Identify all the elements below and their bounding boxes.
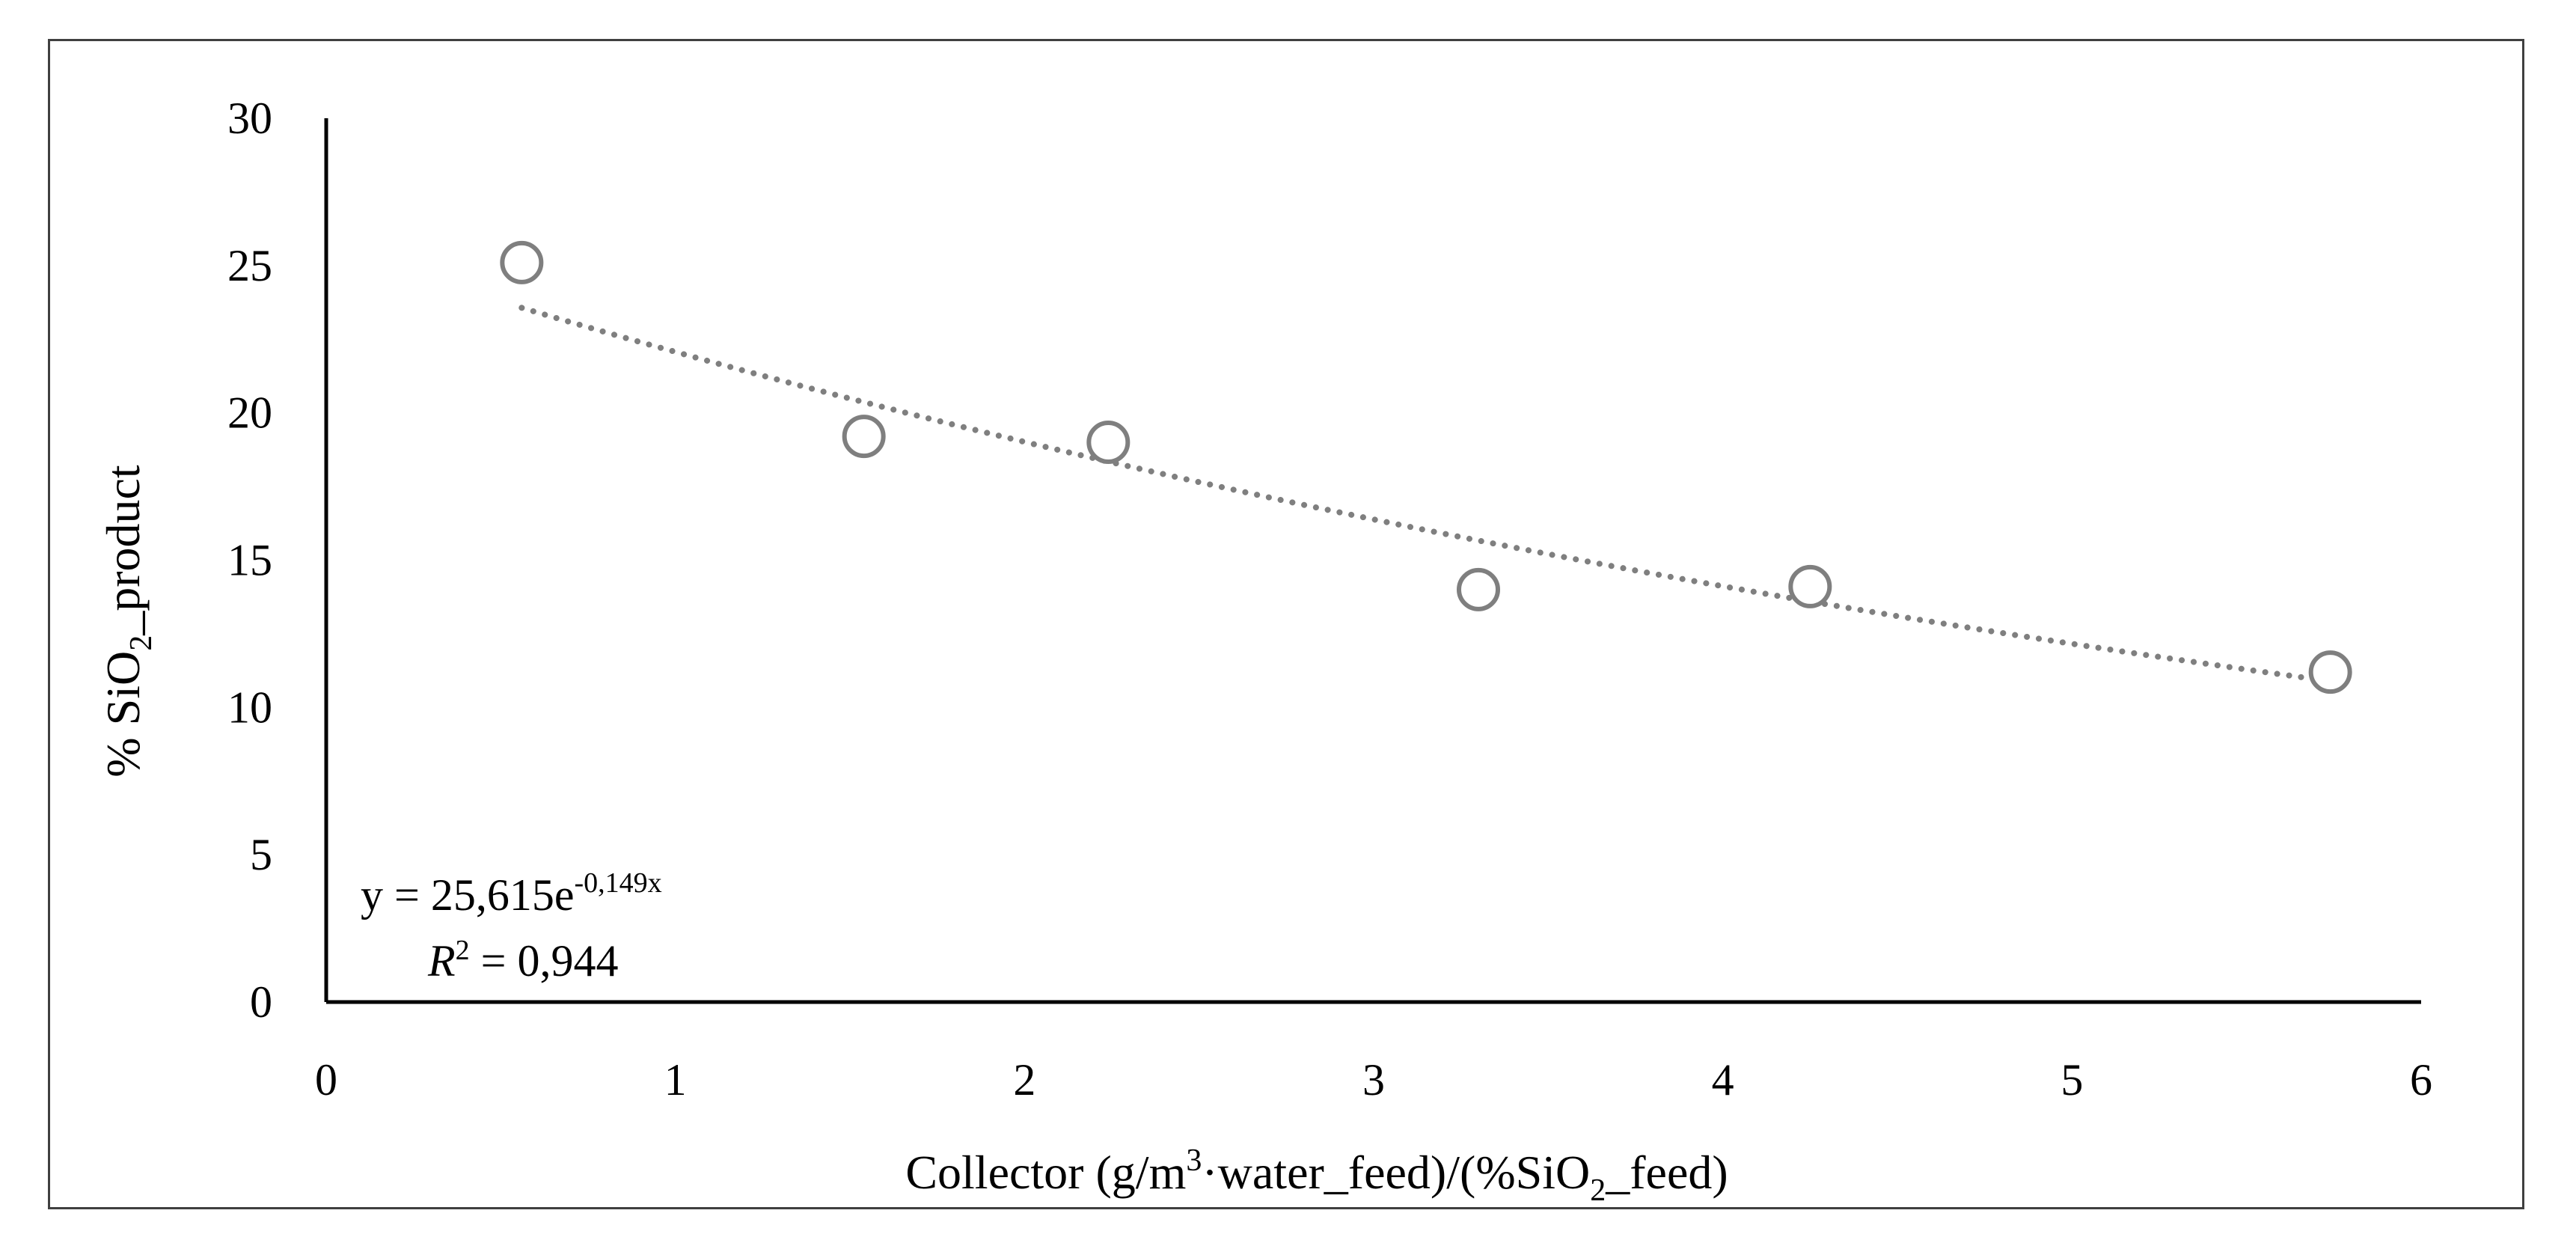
x-axis-title: Collector (g/m3·water_feed)/(%SiO2_feed) bbox=[905, 1143, 1728, 1208]
r-squared: R2 = 0,944 bbox=[427, 935, 619, 986]
y-tick-labels: 0 5 10 15 20 25 30 bbox=[227, 94, 272, 1027]
y-tick-label: 5 bbox=[250, 830, 272, 879]
chart-frame bbox=[48, 39, 2524, 1209]
x-title-sup: 3 bbox=[1186, 1143, 1202, 1178]
equation-exponent: -0,149x bbox=[574, 867, 661, 899]
x-title-middle: ·water_feed)/(%SiO bbox=[1202, 1146, 1590, 1199]
data-point bbox=[500, 240, 544, 284]
x-title-prefix: Collector (g/m bbox=[905, 1146, 1186, 1199]
y-axis-title: % SiO2_product bbox=[97, 465, 159, 778]
data-point bbox=[842, 415, 886, 459]
y-tick-label: 30 bbox=[227, 94, 272, 143]
x-tick-label: 0 bbox=[315, 1055, 337, 1105]
data-point bbox=[1457, 567, 1500, 611]
trendline bbox=[518, 305, 2334, 685]
data-points bbox=[500, 240, 2352, 694]
equation-base: y = 25,615e bbox=[361, 870, 574, 920]
r-squared-symbol: R bbox=[427, 936, 456, 986]
x-tick-label: 1 bbox=[664, 1055, 687, 1105]
x-tick-labels: 0 1 2 3 4 5 6 bbox=[315, 1055, 2432, 1105]
y-title-sub: 2 bbox=[124, 635, 159, 651]
x-tick-label: 2 bbox=[1013, 1055, 1035, 1105]
trendline-equation: y = 25,615e-0,149x bbox=[361, 867, 662, 920]
y-tick-label: 15 bbox=[227, 536, 272, 585]
r-squared-value: = 0,944 bbox=[470, 936, 619, 986]
x-tick-label: 4 bbox=[1712, 1055, 1734, 1105]
data-point bbox=[1086, 421, 1131, 465]
r-squared-sup: 2 bbox=[456, 935, 470, 966]
y-tick-label: 20 bbox=[227, 388, 272, 438]
x-tick-label: 6 bbox=[2410, 1055, 2432, 1105]
data-point bbox=[1788, 564, 1832, 608]
y-tick-label: 0 bbox=[250, 977, 272, 1027]
data-point bbox=[2308, 650, 2352, 694]
y-title-prefix: % SiO bbox=[97, 651, 150, 778]
x-tick-label: 3 bbox=[1362, 1055, 1385, 1105]
x-title-sub: 2 bbox=[1590, 1173, 1606, 1208]
y-tick-label: 25 bbox=[227, 241, 272, 290]
y-tick-label: 10 bbox=[227, 682, 272, 732]
x-tick-label: 5 bbox=[2061, 1055, 2083, 1105]
x-title-suffix: _feed) bbox=[1605, 1146, 1728, 1199]
y-title-suffix: _product bbox=[97, 465, 150, 636]
axes bbox=[324, 118, 2421, 1004]
